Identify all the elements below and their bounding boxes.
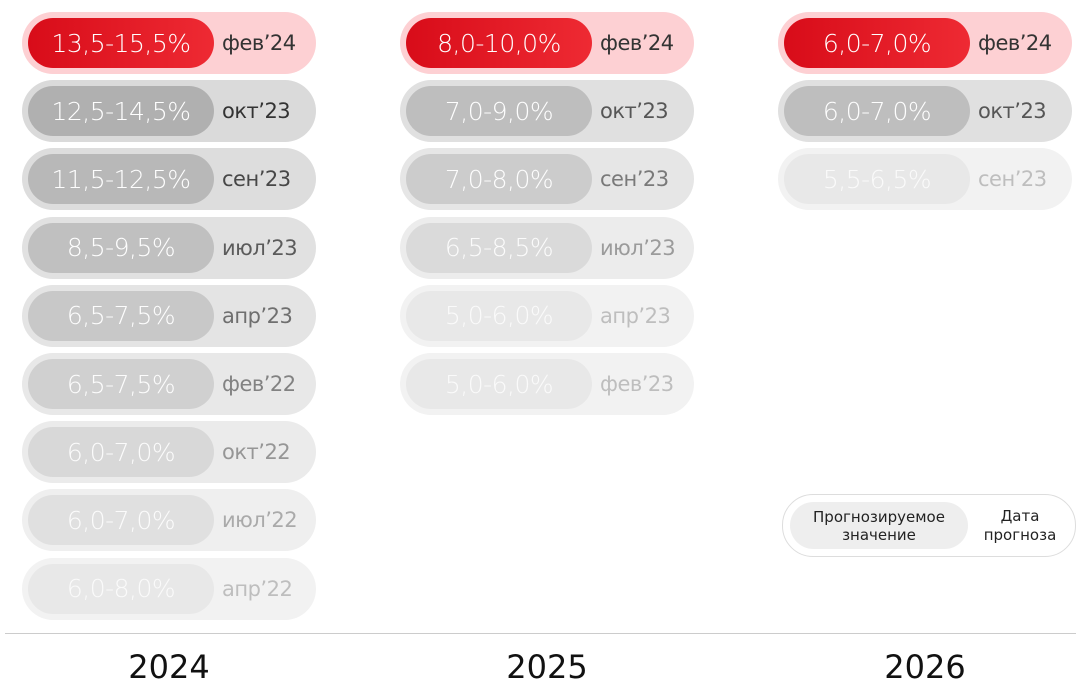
forecast-pill: 6,0-7,0% фев’24 xyxy=(778,12,1072,74)
forecast-range: 6,0-7,0% xyxy=(784,18,970,68)
forecast-range: 8,5-9,5% xyxy=(28,222,214,273)
legend: Прогнозируемое значение Дата прогноза xyxy=(782,494,1076,557)
year-label: 2025 xyxy=(506,648,588,686)
forecast-range: 12,5-14,5% xyxy=(28,86,214,137)
forecast-range: 5,5-6,5% xyxy=(784,154,970,205)
legend-value: Прогнозируемое значение xyxy=(813,507,945,544)
forecast-range: 6,0-7,0% xyxy=(28,495,214,546)
forecast-pill: 5,0-6,0% фев’23 xyxy=(400,353,694,415)
forecast-date: фев’24 xyxy=(222,31,296,55)
forecast-range: 6,5-7,5% xyxy=(28,290,214,341)
forecast-range: 8,0-10,0% xyxy=(406,18,592,68)
forecast-date: фев’24 xyxy=(600,31,674,55)
forecast-pill: 5,5-6,5% сен’23 xyxy=(778,148,1072,211)
forecast-date: июл’23 xyxy=(600,235,676,260)
forecast-range: 6,0-7,0% xyxy=(28,427,214,478)
forecast-date: апр’23 xyxy=(222,303,293,328)
forecast-date: апр’23 xyxy=(600,303,671,328)
forecast-date: фев’23 xyxy=(600,372,674,396)
forecast-date: окт’23 xyxy=(600,99,669,124)
year-label: 2026 xyxy=(884,648,966,686)
forecast-pill: 6,5-7,5% фев’22 xyxy=(22,353,316,415)
forecast-pill: 7,0-8,0% сен’23 xyxy=(400,148,694,211)
forecast-date: сен’23 xyxy=(978,167,1047,192)
forecast-date: окт’22 xyxy=(222,440,291,465)
forecast-pill: 8,5-9,5% июл’23 xyxy=(22,216,316,279)
forecast-pill: 6,5-7,5% апр’23 xyxy=(22,284,316,347)
forecast-range: 5,0-6,0% xyxy=(406,290,592,341)
divider xyxy=(5,633,1076,634)
forecast-pill: 6,0-7,0% окт’23 xyxy=(778,80,1072,143)
forecast-pill: 7,0-9,0% окт’23 xyxy=(400,80,694,143)
forecast-pill: 13,5-15,5% фев’24 xyxy=(22,12,316,74)
forecast-pill: 6,5-8,5% июл’23 xyxy=(400,216,694,279)
legend-value-pill: Прогнозируемое значение xyxy=(790,502,968,549)
year-label: 2024 xyxy=(128,648,210,686)
forecast-pill: 6,0-7,0% окт’22 xyxy=(22,421,316,484)
forecast-date: окт’23 xyxy=(978,99,1047,124)
forecast-date: фев’24 xyxy=(978,31,1052,55)
forecast-range: 13,5-15,5% xyxy=(28,18,214,68)
forecast-range: 6,5-7,5% xyxy=(28,359,214,409)
forecast-range: 6,0-8,0% xyxy=(28,563,214,614)
forecast-pill: 6,0-8,0% апр’22 xyxy=(22,557,316,620)
forecast-pill: 8,0-10,0% фев’24 xyxy=(400,12,694,74)
forecast-date: июл’22 xyxy=(222,508,298,533)
forecast-date: сен’23 xyxy=(600,167,669,192)
forecast-pill: 11,5-12,5% сен’23 xyxy=(22,148,316,211)
forecast-pill: 6,0-7,0% июл’22 xyxy=(22,489,316,552)
forecast-date: июл’23 xyxy=(222,235,298,260)
forecast-range: 5,0-6,0% xyxy=(406,359,592,409)
forecast-range: 6,0-7,0% xyxy=(784,86,970,137)
forecast-date: сен’23 xyxy=(222,167,291,192)
forecast-range: 7,0-9,0% xyxy=(406,86,592,137)
forecast-range: 7,0-8,0% xyxy=(406,154,592,205)
forecast-range: 6,5-8,5% xyxy=(406,222,592,273)
forecast-date: окт’23 xyxy=(222,99,291,124)
forecast-date: фев’22 xyxy=(222,372,296,396)
forecast-pill: 5,0-6,0% апр’23 xyxy=(400,284,694,347)
forecast-date: апр’22 xyxy=(222,576,293,601)
forecast-range: 11,5-12,5% xyxy=(28,154,214,205)
legend-date: Дата прогноза xyxy=(983,506,1057,544)
forecast-pill: 12,5-14,5% окт’23 xyxy=(22,80,316,143)
